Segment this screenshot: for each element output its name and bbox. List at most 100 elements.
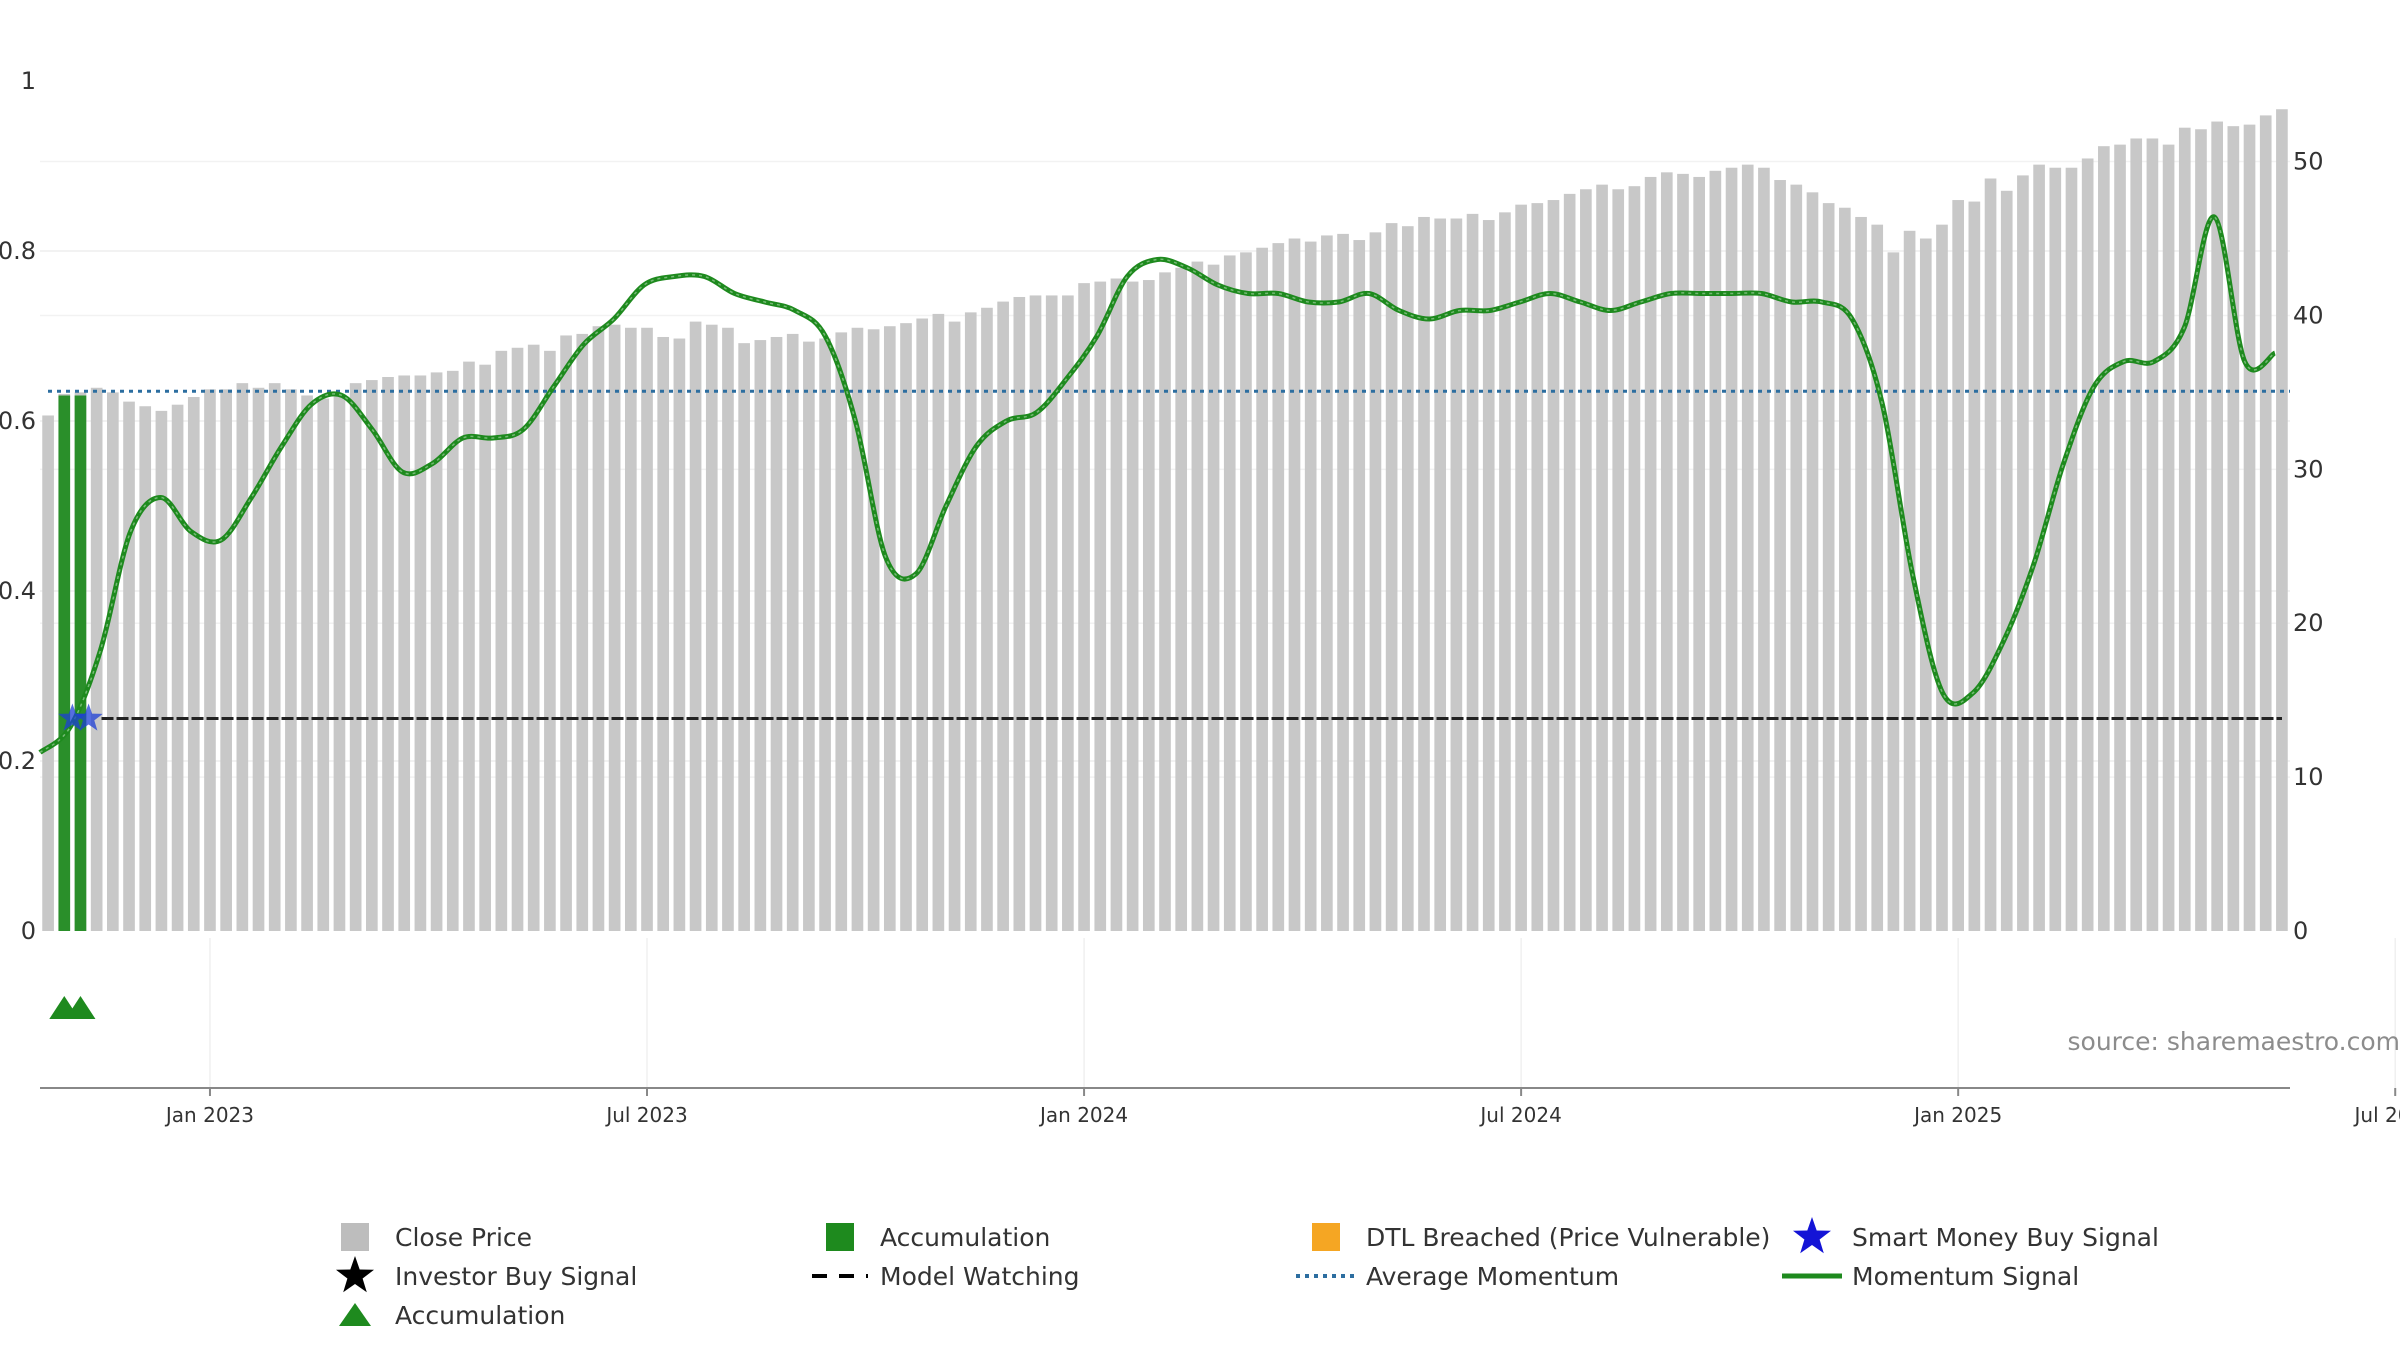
close-price-bar: [2081, 158, 2094, 932]
close-price-bar: [479, 364, 491, 931]
legend-item: Accumulation: [339, 1301, 565, 1330]
close-price-bar: [1531, 203, 1544, 932]
close-price-bar: [1741, 164, 1754, 932]
close-price-bar: [576, 333, 589, 931]
close-price-bar: [1045, 295, 1058, 932]
close-price-bar: [446, 370, 459, 931]
close-price-bar: [722, 327, 734, 931]
legend-label: Close Price: [395, 1223, 532, 1252]
left-axis-tick-label: 1: [21, 67, 36, 95]
legend-label: Smart Money Buy Signal: [1852, 1223, 2159, 1252]
close-price-bar: [1822, 203, 1835, 932]
close-price-bar: [1466, 213, 1479, 932]
smart-money-buy-star: [74, 703, 103, 731]
close-price-bar: [1758, 167, 1770, 932]
close-price-bar: [204, 389, 216, 931]
close-price-bar: [1078, 283, 1090, 931]
legend-label: Momentum Signal: [1852, 1262, 2079, 1291]
close-price-bar: [527, 344, 540, 932]
close-price-bar: [673, 338, 686, 932]
right-axis-tick-label: 50: [2293, 148, 2324, 176]
close-price-bar: [1596, 184, 1608, 931]
close-price-bar: [1207, 264, 1220, 931]
close-price-bar: [1984, 178, 1997, 931]
close-price-bar: [1660, 172, 1673, 931]
close-price-bar: [1919, 238, 1932, 931]
legend-item: Average Momentum: [1296, 1262, 1619, 1291]
close-price-bar: [1321, 235, 1333, 931]
close-price-bar: [1304, 241, 1317, 931]
close-price-bar: [2195, 129, 2207, 931]
legend-swatch-star: [1793, 1217, 1831, 1254]
close-price-bar: [317, 398, 330, 931]
close-price-bar: [463, 361, 475, 931]
close-price-bar: [1434, 218, 1447, 932]
close-price-bar: [2178, 127, 2191, 931]
close-price-bar: [382, 377, 394, 931]
close-price-bar: [1968, 201, 1981, 932]
close-price-bar: [1450, 218, 1463, 932]
close-price-bar: [657, 336, 670, 931]
x-axis-tick-label: Jan 2023: [164, 1103, 254, 1127]
legend-swatch-square: [341, 1223, 369, 1251]
close-price-bar: [689, 321, 702, 931]
close-price-bar: [608, 324, 621, 931]
close-price-bar: [1580, 189, 1592, 932]
close-price-bar: [1839, 207, 1851, 932]
x-axis-tick-label: Jan 2024: [1038, 1103, 1128, 1127]
close-price-bar: [2049, 167, 2062, 932]
close-price-bar: [916, 318, 929, 931]
close-price-bar: [1369, 232, 1382, 931]
close-price-bar: [900, 323, 912, 932]
close-price-bar: [883, 326, 896, 932]
close-price-bar: [2065, 167, 2078, 932]
close-price-bar: [268, 383, 281, 931]
legend-swatch-star: [336, 1256, 374, 1293]
legend-item: Model Watching: [812, 1262, 1080, 1291]
close-price-bar: [430, 372, 443, 932]
close-price-bars: [42, 109, 2288, 932]
right-axis-tick-label: 0: [2293, 917, 2308, 945]
close-price-bar: [1223, 255, 1236, 931]
close-price-bar: [333, 395, 346, 931]
source-label: source: sharemaestro.com: [2068, 1027, 2400, 1056]
smart-money-buy-star: [58, 703, 87, 731]
close-price-bar: [1175, 267, 1188, 931]
close-price-bar: [2146, 138, 2159, 931]
close-price-bar: [981, 307, 993, 932]
close-price-bar: [2098, 146, 2110, 932]
close-price-bar: [1806, 192, 1819, 932]
right-axis-tick-label: 40: [2293, 301, 2324, 329]
close-price-bar: [2162, 144, 2175, 931]
legend-label: Average Momentum: [1366, 1262, 1619, 1291]
close-price-bar: [1353, 240, 1366, 931]
close-price-bar: [1709, 170, 1722, 932]
x-axis-tick-label: Jul 2025: [2353, 1103, 2400, 1127]
legend-item: Investor Buy Signal: [336, 1256, 637, 1293]
signal-markers: [49, 703, 103, 1019]
close-price-bar: [107, 392, 119, 931]
close-price-bar: [1272, 243, 1285, 931]
close-price-bar: [1418, 216, 1430, 932]
close-price-bar: [1062, 295, 1074, 932]
close-price-bar: [1110, 278, 1123, 931]
close-price-bar: [835, 332, 848, 932]
close-price-bar: [1515, 204, 1527, 932]
close-price-bar: [1936, 224, 1948, 932]
close-price-bar: [1612, 189, 1625, 932]
close-price-bar: [301, 395, 313, 931]
close-price-bar: [1013, 296, 1026, 931]
close-price-bar: [123, 401, 135, 931]
reference-lines: [48, 389, 2290, 720]
close-price-bar: [1628, 186, 1641, 932]
left-axis-tick-label: 0.8: [0, 237, 36, 265]
close-price-bar: [1288, 238, 1301, 931]
close-price-bar: [1499, 212, 1511, 932]
accumulation-bar: [58, 395, 71, 931]
close-price-bar: [1191, 261, 1204, 931]
close-price-bar: [1952, 200, 1964, 932]
close-price-bar: [495, 350, 508, 932]
close-price-bar: [220, 389, 232, 931]
